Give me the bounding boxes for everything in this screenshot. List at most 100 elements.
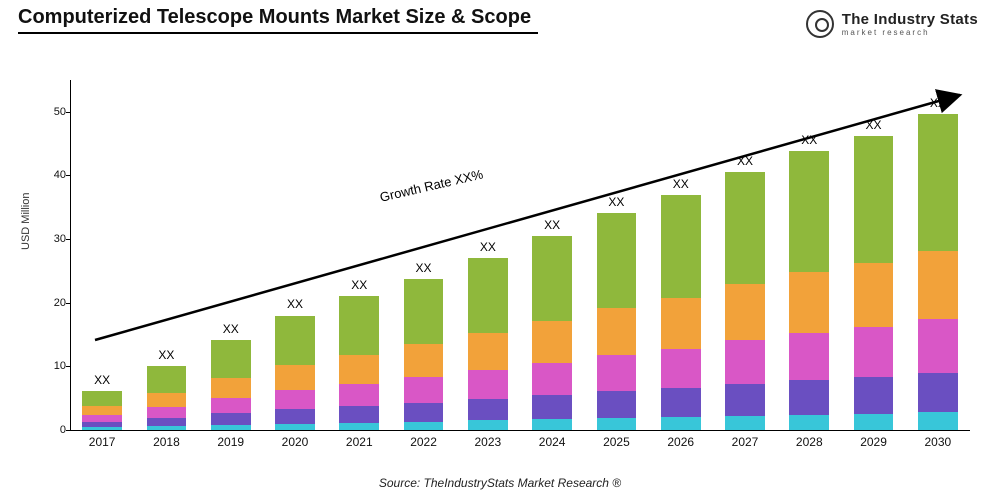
y-tick-mark xyxy=(66,430,70,431)
bar-value-label: XX xyxy=(94,373,110,387)
bar-segment xyxy=(725,284,765,340)
bar-segment xyxy=(854,136,894,263)
bar-segment xyxy=(468,370,508,399)
bar: XX xyxy=(339,296,379,430)
bar-segment xyxy=(404,422,444,430)
bar-segment xyxy=(404,344,444,377)
bar-value-label: XX xyxy=(930,96,946,110)
y-tick-label: 10 xyxy=(40,360,66,372)
bar-segment xyxy=(147,407,187,418)
bar: XX xyxy=(918,114,958,430)
bar-value-label: XX xyxy=(608,195,624,209)
bar-segment xyxy=(918,319,958,372)
bar-segment xyxy=(339,406,379,423)
bar-segment xyxy=(468,399,508,421)
bar: XX xyxy=(147,366,187,430)
bar-segment xyxy=(468,420,508,430)
x-tick-label: 2024 xyxy=(539,435,566,449)
bar-segment xyxy=(789,151,829,273)
bar-segment xyxy=(339,423,379,430)
bar: XX xyxy=(468,258,508,430)
x-tick-label: 2017 xyxy=(89,435,116,449)
x-tick-label: 2030 xyxy=(924,435,951,449)
bar-segment xyxy=(661,195,701,297)
bar: XX xyxy=(532,236,572,430)
bar-segment xyxy=(82,406,122,414)
x-tick-label: 2018 xyxy=(153,435,180,449)
bar-value-label: XX xyxy=(223,322,239,336)
bar-value-label: XX xyxy=(544,218,560,232)
bar-segment xyxy=(82,391,122,407)
bar-segment xyxy=(854,327,894,377)
bar-segment xyxy=(661,349,701,388)
gear-icon xyxy=(806,10,834,38)
bar-segment xyxy=(82,427,122,430)
bar-segment xyxy=(854,263,894,327)
bar-segment xyxy=(404,403,444,422)
bar-segment xyxy=(82,415,122,422)
bar-segment xyxy=(532,236,572,321)
x-tick-label: 2021 xyxy=(346,435,373,449)
bar-segment xyxy=(211,378,251,398)
source-caption: Source: TheIndustryStats Market Research… xyxy=(0,476,1000,490)
bar-segment xyxy=(147,393,187,407)
bar-segment xyxy=(597,308,637,355)
bar-segment xyxy=(918,114,958,250)
bar: XX xyxy=(725,172,765,430)
bar-segment xyxy=(275,409,315,424)
bar: XX xyxy=(211,340,251,430)
bar-segment xyxy=(275,424,315,430)
y-tick-label: 40 xyxy=(40,169,66,181)
bar-segment xyxy=(275,316,315,366)
bar-segment xyxy=(211,398,251,413)
bar-segment xyxy=(339,384,379,406)
bar-value-label: XX xyxy=(480,240,496,254)
bar-value-label: XX xyxy=(158,348,174,362)
bar-segment xyxy=(661,298,701,349)
x-tick-label: 2028 xyxy=(796,435,823,449)
x-tick-label: 2019 xyxy=(217,435,244,449)
bar-segment xyxy=(147,426,187,430)
bar-value-label: XX xyxy=(287,297,303,311)
bar-value-label: XX xyxy=(801,133,817,147)
bar-segment xyxy=(725,416,765,430)
bar-segment xyxy=(597,418,637,430)
x-tick-label: 2027 xyxy=(732,435,759,449)
bar-segment xyxy=(789,272,829,332)
y-tick-label: 0 xyxy=(40,424,66,436)
x-tick-label: 2020 xyxy=(282,435,309,449)
bar-segment xyxy=(275,365,315,390)
y-tick-label: 50 xyxy=(40,106,66,118)
bar-segment xyxy=(147,418,187,426)
bar-segment xyxy=(918,373,958,412)
title-underline xyxy=(18,32,538,34)
bar: XX xyxy=(661,195,701,430)
bars-area: XXXXXXXXXXXXXXXXXXXXXXXXXXXX xyxy=(70,80,970,430)
bar-segment xyxy=(789,333,829,380)
x-tick-label: 2023 xyxy=(474,435,501,449)
y-axis-label: USD Million xyxy=(20,193,32,250)
bar-segment xyxy=(211,340,251,378)
y-tick-label: 20 xyxy=(40,297,66,309)
bar-segment xyxy=(532,395,572,419)
bar-value-label: XX xyxy=(866,118,882,132)
bar: XX xyxy=(404,279,444,430)
bar: XX xyxy=(275,316,315,431)
x-tick-label: 2022 xyxy=(410,435,437,449)
bar-segment xyxy=(147,366,187,393)
bar-value-label: XX xyxy=(351,278,367,292)
x-tick-label: 2029 xyxy=(860,435,887,449)
bar-value-label: XX xyxy=(416,261,432,275)
x-tick-label: 2026 xyxy=(667,435,694,449)
bar-segment xyxy=(211,413,251,424)
bar-segment xyxy=(725,340,765,383)
bar-segment xyxy=(339,296,379,355)
logo-sub-text: market research xyxy=(842,29,978,37)
bar-value-label: XX xyxy=(673,177,689,191)
bar-segment xyxy=(725,384,765,416)
bar-segment xyxy=(854,377,894,414)
bar: XX xyxy=(789,151,829,430)
bar-segment xyxy=(597,391,637,418)
bar-segment xyxy=(854,414,894,430)
bar-segment xyxy=(725,172,765,285)
